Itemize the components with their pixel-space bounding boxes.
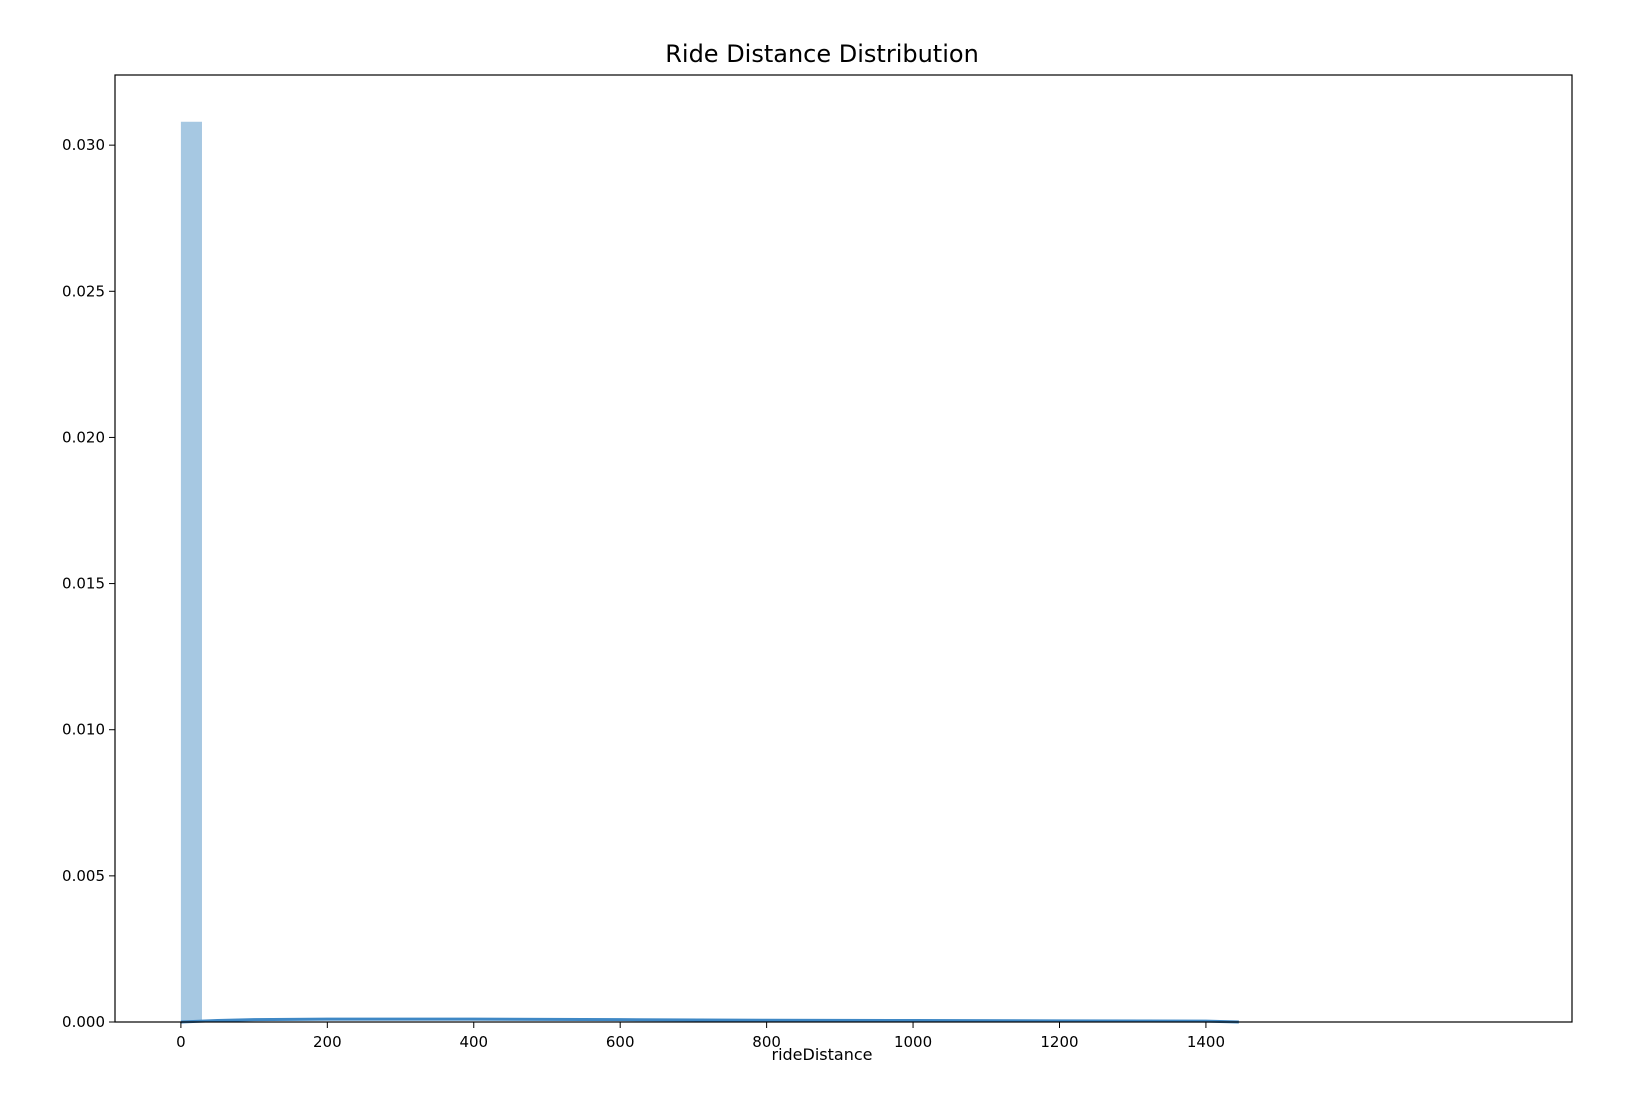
x-tick-label: 1200 xyxy=(1040,1033,1078,1051)
histogram-bar xyxy=(180,121,202,1022)
x-tick-label: 0 xyxy=(176,1033,186,1051)
x-tick-label: 1400 xyxy=(1187,1033,1225,1051)
x-tick-label: 400 xyxy=(459,1033,488,1051)
y-tick-label: 0.005 xyxy=(62,867,105,885)
x-tick-label: 1000 xyxy=(894,1033,932,1051)
x-tick-label: 600 xyxy=(606,1033,635,1051)
y-tick-label: 0.015 xyxy=(62,575,105,593)
y-tick-label: 0.010 xyxy=(62,721,105,739)
x-tick-label: 800 xyxy=(752,1033,781,1051)
chart-title: Ride Distance Distribution xyxy=(665,40,979,68)
y-tick-label: 0.020 xyxy=(62,428,105,446)
y-tick-label: 0.025 xyxy=(62,282,105,300)
x-tick-label: 200 xyxy=(313,1033,342,1051)
kde-line xyxy=(180,1017,1239,1024)
x-axis-label: rideDistance xyxy=(772,1045,873,1064)
plot-area: 0 200 400 600 800 1000 1200 1400 0.000 0.005 0.010… xyxy=(62,74,1573,1051)
y-tick-label: 0.000 xyxy=(62,1013,105,1031)
plot-frame xyxy=(114,74,1573,1023)
y-tick-label: 0.030 xyxy=(62,136,105,154)
